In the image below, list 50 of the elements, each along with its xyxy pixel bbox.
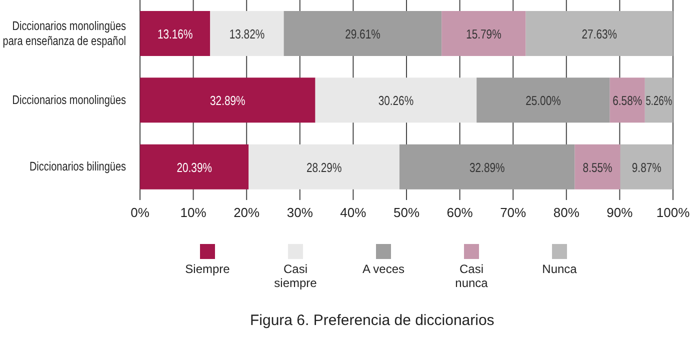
x-tick-label: 40%: [340, 205, 367, 220]
data-label: 32.89%: [469, 160, 506, 176]
x-tick-label: 80%: [553, 205, 580, 220]
data-label: 30.26%: [378, 94, 414, 108]
data-label: 6.58%: [612, 94, 643, 108]
bar: [476, 78, 610, 123]
data-label: 29.61%: [345, 27, 381, 42]
legend-label: A veces: [361, 262, 406, 276]
bar: [610, 78, 645, 123]
data-label: 13.82%: [229, 27, 266, 42]
x-tick-label: 60%: [446, 205, 474, 220]
data-label: 27.63%: [582, 27, 618, 42]
y-tick-label: Diccionarios monolingües para enseñanza de español: [2, 20, 126, 48]
data-label: 32.89%: [210, 94, 246, 108]
data-label: 20.39%: [176, 160, 212, 176]
bar: [140, 144, 249, 190]
bar: [399, 144, 575, 190]
bar: [620, 144, 673, 190]
y-tick-label: Diccionarios bilingües: [29, 160, 126, 174]
bar: [140, 11, 210, 56]
legend-label: Casi siempre: [273, 262, 318, 290]
x-tick-label: 90%: [606, 205, 634, 220]
bar: [248, 144, 400, 190]
x-tick-label: 100%: [656, 205, 690, 220]
bar: [526, 11, 673, 56]
x-tick-label: 20%: [234, 205, 260, 220]
legend-label: Siempre: [184, 262, 231, 276]
data-label: 25.00%: [526, 94, 562, 108]
x-tick-label: 10%: [180, 205, 207, 220]
bar: [574, 144, 620, 190]
bar: [210, 11, 284, 56]
y-tick-label: Diccionarios monolingües: [12, 94, 126, 108]
x-tick-label: 30%: [286, 205, 314, 220]
x-tick-label: 0%: [130, 205, 150, 220]
bar: [284, 11, 442, 56]
data-label: 13.16%: [157, 27, 194, 42]
bar: [140, 78, 316, 123]
data-label: 15.79%: [466, 27, 502, 42]
data-label: 5.26%: [646, 94, 672, 109]
data-label: 9.87%: [632, 160, 662, 176]
x-tick-label: 70%: [500, 205, 527, 220]
bar: [442, 11, 526, 56]
data-label: 28.29%: [306, 160, 342, 176]
text: Figura 6. Preferencia de diccionarios: [250, 312, 494, 329]
data-label: 8.55%: [582, 160, 613, 176]
bar: [315, 78, 477, 123]
x-tick-label: 50%: [393, 205, 420, 220]
legend-label: Nunca: [541, 262, 578, 276]
bar: [644, 78, 673, 123]
legend-label: Casi nunca: [454, 262, 489, 290]
